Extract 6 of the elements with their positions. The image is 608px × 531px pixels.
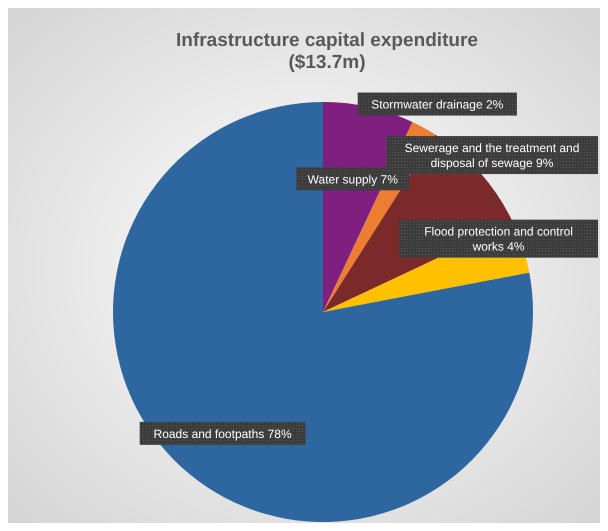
slice-label: Roads and footpaths 78%	[154, 426, 292, 441]
slice-label: Water supply 7%	[308, 172, 398, 186]
slice-label: Stormwater drainage 2%	[371, 98, 504, 112]
slice-label: Sewerage and the treatment and disposal of sewage 9%	[404, 141, 580, 170]
slice-label: Flood protection and control works 4%	[424, 224, 573, 254]
chart-title: Infrastructure capital expenditure ($13.7m)	[176, 30, 478, 73]
